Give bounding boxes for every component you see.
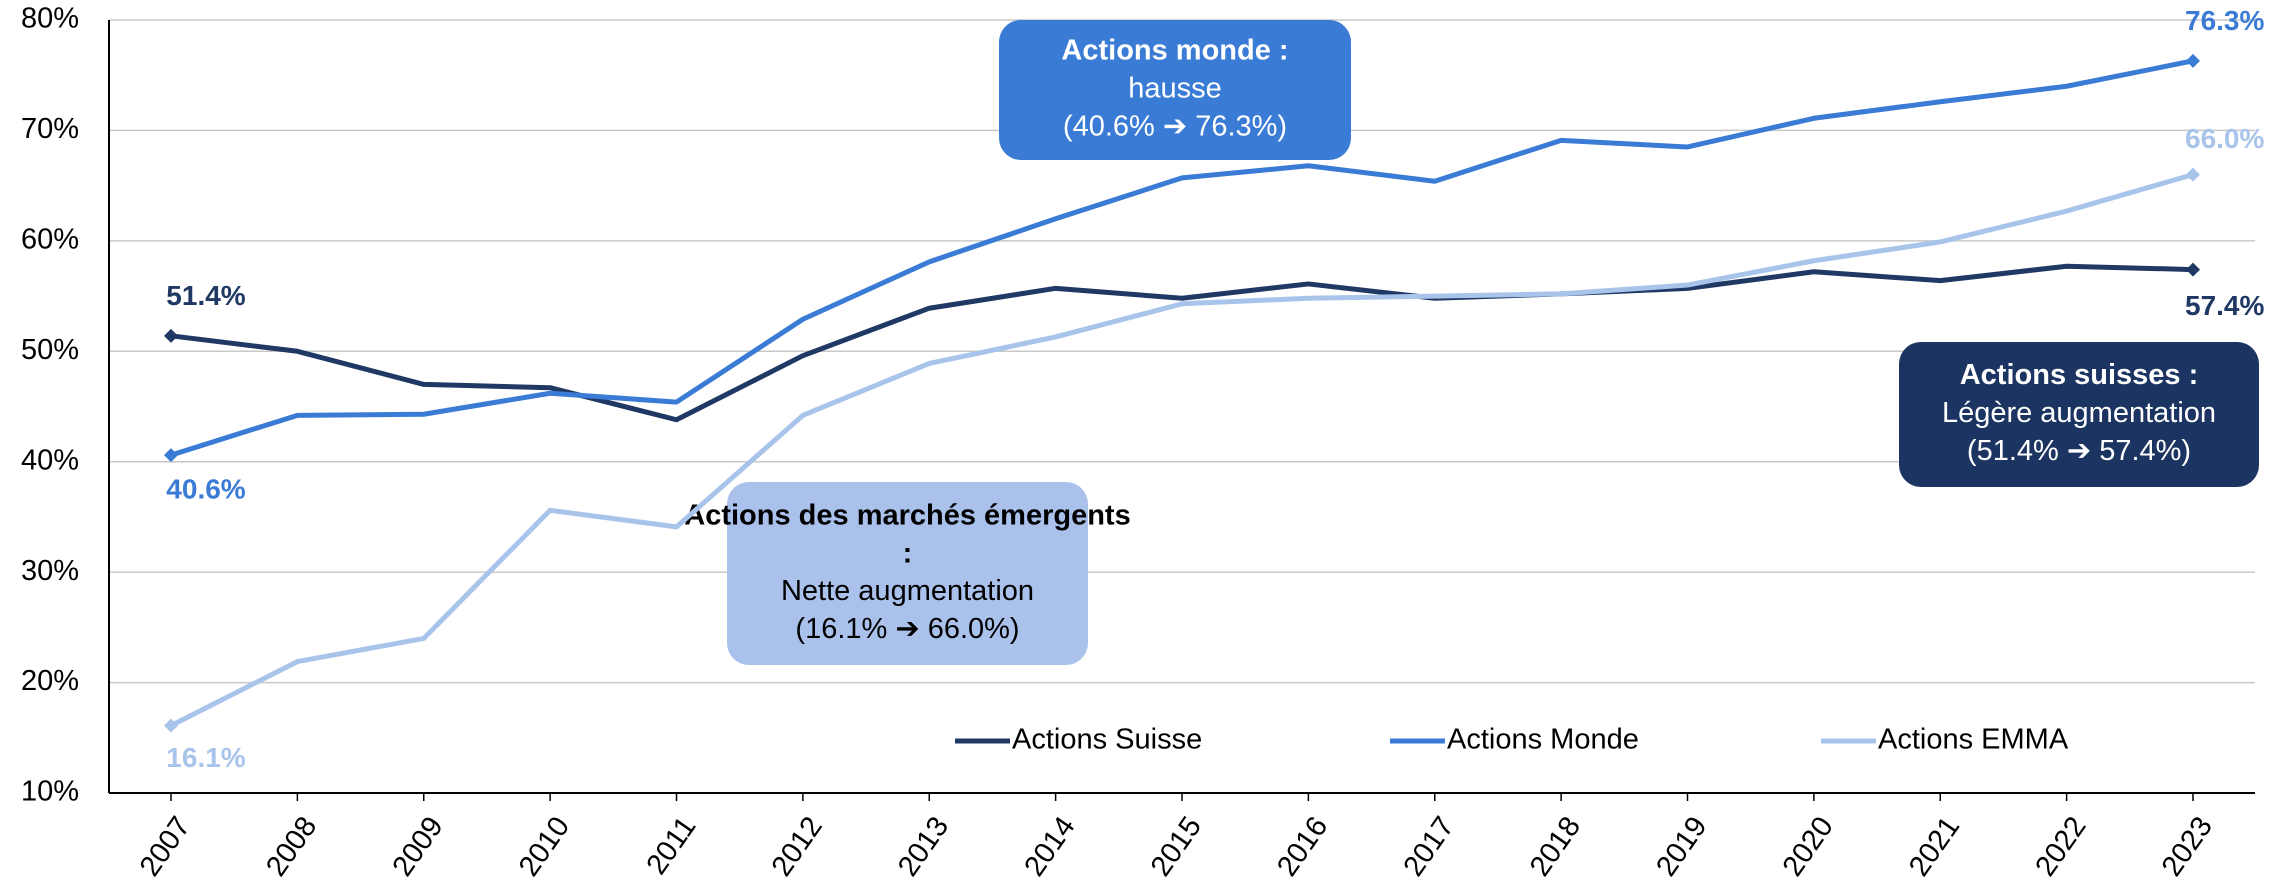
y-tick-label: 40%: [21, 444, 79, 476]
annotation-box: [1899, 342, 2259, 487]
series-line: [170, 58, 2194, 458]
y-tick-label: 10%: [21, 776, 79, 808]
y-tick-label: 30%: [21, 555, 79, 587]
x-tick-label: 2023: [2156, 811, 2219, 882]
legend-label: Actions Monde: [1447, 724, 1639, 756]
annotation-title-part: :: [903, 537, 913, 569]
x-tick-label: 2015: [1145, 811, 1208, 882]
x-tick-label: 2012: [766, 811, 829, 882]
x-tick-label: 2008: [260, 811, 323, 882]
x-tick-label: 2021: [1903, 811, 1966, 882]
annotation-line: (40.6% ➔ 76.3%): [1063, 111, 1287, 143]
annotation-title: Actions des marchés émergents:: [684, 499, 1130, 569]
point-marker: [164, 328, 178, 343]
series-line: [170, 263, 2194, 423]
annotation-line: Légère augmentation: [1942, 397, 2216, 429]
y-tick-label: 50%: [21, 334, 79, 366]
x-tick-label: 2020: [1777, 811, 1840, 882]
point-marker: [2186, 53, 2200, 68]
y-tick-label: 20%: [21, 665, 79, 697]
annotation-line: hausse: [1128, 73, 1222, 105]
y-tick-label: 60%: [21, 224, 79, 256]
y-tick-label: 80%: [21, 3, 79, 35]
x-tick-label: 2019: [1650, 811, 1713, 882]
x-tick-label: 2014: [1018, 811, 1081, 882]
data-label: 57.4%: [2185, 290, 2264, 321]
x-tick-label: 2017: [1398, 811, 1461, 882]
x-tick-label: 2010: [513, 811, 576, 882]
x-tick-label: 2022: [2029, 811, 2092, 882]
annotation-box: [999, 20, 1351, 160]
point-marker: [164, 448, 178, 463]
x-tick-label: 2018: [1524, 811, 1587, 882]
data-label: 66.0%: [2185, 123, 2264, 154]
point-marker: [2186, 262, 2200, 277]
x-tick-label: 2016: [1271, 811, 1334, 882]
data-label: 76.3%: [2185, 5, 2264, 36]
series-line: [169, 172, 2194, 728]
annotation-title: Actions monde :: [1061, 35, 1288, 67]
annotation-title-part: Actions des marchés émergents: [684, 499, 1130, 531]
annotation-line: Nette augmentation: [781, 575, 1034, 607]
x-tick-label: 2009: [387, 811, 450, 882]
annotation-title: Actions suisses :: [1960, 359, 2199, 391]
data-label: 40.6%: [166, 473, 245, 504]
legend-label: Actions EMMA: [1878, 724, 2069, 756]
data-label: 51.4%: [166, 280, 245, 311]
x-tick-label: 2007: [134, 811, 197, 882]
x-tick-label: 2011: [641, 811, 703, 880]
legend-label: Actions Suisse: [1012, 724, 1202, 756]
annotation-box: [727, 482, 1088, 665]
annotation-line: (51.4% ➔ 57.4%): [1967, 435, 2191, 467]
x-tick-label: 2013: [892, 811, 955, 882]
data-label: 16.1%: [166, 742, 245, 773]
point-marker: [164, 718, 178, 733]
point-marker: [2186, 167, 2200, 182]
y-tick-label: 70%: [21, 113, 79, 145]
annotation-line: (16.1% ➔ 66.0%): [795, 613, 1019, 645]
